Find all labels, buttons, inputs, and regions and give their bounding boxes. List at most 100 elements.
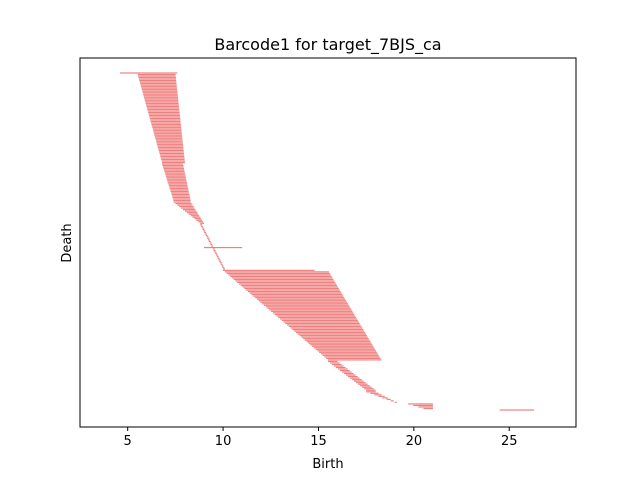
- barcode-bar: [247, 290, 341, 293]
- barcode-bar: [150, 119, 181, 121]
- barcode-bar: [338, 368, 348, 370]
- barcode-bar: [258, 300, 347, 302]
- barcode-bar: [149, 117, 181, 120]
- barcode-bar: [153, 131, 182, 133]
- barcode-bar: [169, 186, 188, 188]
- plot-frame: [79, 57, 577, 428]
- barcode-bar: [230, 275, 332, 278]
- barcode-bar: [150, 120, 181, 123]
- barcode-bar: [233, 278, 334, 281]
- x-axis-label: Birth: [312, 457, 343, 472]
- x-tick-label: 15: [310, 434, 327, 449]
- x-tick-label: 5: [124, 434, 132, 449]
- barcode-bar: [157, 145, 184, 147]
- barcode-bar: [240, 284, 338, 287]
- barcode-bar: [207, 237, 210, 240]
- barcode-bar: [143, 96, 178, 98]
- barcode-bar: [219, 262, 222, 264]
- barcode-bar: [364, 388, 374, 390]
- barcode-bar: [295, 331, 366, 334]
- barcode-bar: [366, 391, 376, 393]
- barcode-bar: [147, 110, 180, 112]
- barcode-bar: [418, 406, 433, 408]
- barcode-bar: [366, 389, 376, 391]
- barcode-bar: [156, 140, 183, 142]
- barcode-bar: [292, 328, 364, 331]
- barcode-bar: [145, 101, 179, 103]
- barcode-bar: [172, 196, 191, 199]
- barcode-bar: [151, 124, 181, 126]
- barcode-bar: [156, 142, 183, 144]
- barcode-bar: [326, 357, 381, 359]
- barcode-bar: [360, 385, 370, 387]
- barcode-bar: [242, 286, 338, 288]
- barcode-bar: [279, 318, 357, 320]
- x-axis-ticks: 5 10 15 20 25: [124, 427, 518, 449]
- barcode-bar: [386, 398, 391, 400]
- barcode-bars: [120, 72, 535, 411]
- barcode-bar: [151, 125, 182, 127]
- barcode-bar: [350, 377, 360, 379]
- barcode-bar: [162, 163, 184, 165]
- barcode-bar: [274, 313, 355, 315]
- barcode-bar: [148, 111, 180, 114]
- barcode-bar: [203, 230, 206, 232]
- barcode-bar: [228, 274, 331, 276]
- barcode-bar: [170, 189, 189, 191]
- barcode-bar: [141, 86, 177, 88]
- barcode-bar: [137, 73, 176, 76]
- barcode-bar: [217, 257, 220, 259]
- barcode-bar: [255, 297, 345, 299]
- barcode-bar: [271, 310, 353, 312]
- barcode-bar: [308, 342, 372, 344]
- barcode-bar: [285, 322, 360, 325]
- barcode-bar: [154, 133, 182, 135]
- barcode-bar: [263, 304, 349, 306]
- barcode-bar: [154, 136, 183, 138]
- barcode-bar: [244, 287, 339, 290]
- barcode-bar: [390, 400, 394, 402]
- barcode-bar: [165, 174, 186, 176]
- barcode-bar: [149, 116, 181, 118]
- barcode-bar: [144, 99, 179, 101]
- barcode-bar: [157, 146, 184, 148]
- barcode-bar: [160, 155, 185, 158]
- barcode-bar: [208, 239, 210, 241]
- barcode-bar: [186, 212, 198, 214]
- barcode-bar: [145, 102, 179, 104]
- barcode-bar: [249, 292, 342, 294]
- barcode-bar: [192, 216, 201, 218]
- barcode-bar: [370, 392, 379, 394]
- barcode-bar: [143, 95, 178, 97]
- barcode-bar: [223, 268, 225, 270]
- barcode-bar: [287, 324, 361, 326]
- barcode-bar: [146, 104, 179, 106]
- barcode-bar: [159, 151, 184, 153]
- barcode-bar: [317, 350, 376, 352]
- barcode-bar: [143, 93, 178, 95]
- barcode-bar: [179, 205, 194, 208]
- barcode-bar: [378, 395, 385, 397]
- barcode-bar: [138, 76, 176, 79]
- barcode-bar: [165, 175, 186, 177]
- barcode-bar: [204, 246, 243, 249]
- barcode-bar: [319, 351, 377, 353]
- barcode-bar: [161, 160, 185, 162]
- barcode-bar: [394, 401, 397, 404]
- barcode-bar: [223, 269, 315, 271]
- barcode-bar: [215, 254, 218, 256]
- barcode-bar: [328, 360, 338, 363]
- barcode-bar: [154, 134, 183, 136]
- barcode-bar: [256, 298, 346, 300]
- barcode-bar: [304, 339, 370, 341]
- barcode-bar: [311, 345, 374, 347]
- barcode-bar: [172, 195, 190, 197]
- barcode-bar: [190, 215, 200, 217]
- barcode-bar: [297, 333, 367, 335]
- barcode-bar: [340, 369, 350, 372]
- barcode-bar: [354, 380, 364, 382]
- barcode-bar: [142, 92, 178, 94]
- barcode-bar: [167, 180, 187, 182]
